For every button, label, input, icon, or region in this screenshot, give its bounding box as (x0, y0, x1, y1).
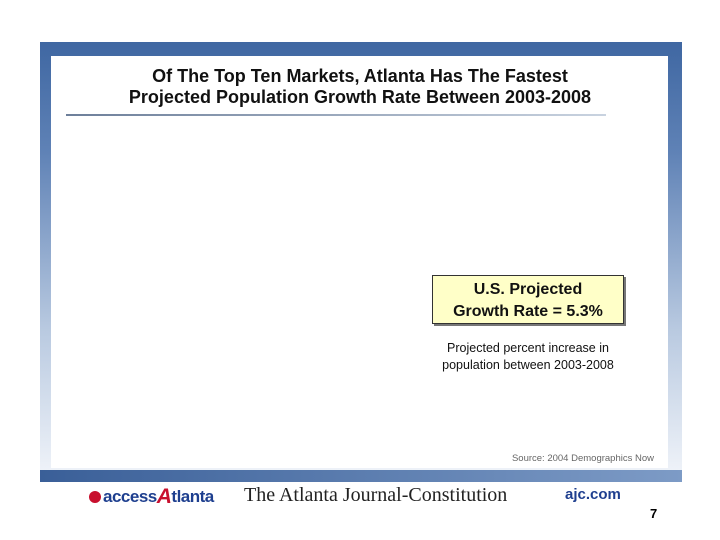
title-line-1: Of The Top Ten Markets, Atlanta Has The … (152, 66, 568, 86)
source-note: Source: 2004 Demographics Now (511, 453, 654, 464)
us-growth-callout: U.S. Projected Growth Rate = 5.3% (432, 275, 624, 324)
slide-title: Of The Top Ten Markets, Atlanta Has The … (60, 66, 660, 108)
page-number: 7 (650, 506, 658, 521)
callout-line-2: Growth Rate = 5.3% (453, 303, 603, 320)
website-logo: ajc.com (565, 486, 621, 503)
note-line-2: population between 2003-2008 (442, 358, 614, 372)
chart-note: Projected percent increase in population… (420, 340, 636, 374)
footer-bar (40, 470, 682, 482)
title-divider (66, 114, 606, 116)
access-atlanta-logo: access A tlanta (89, 485, 214, 508)
ajc-bullet-icon (89, 491, 101, 503)
callout-line-1: U.S. Projected (473, 281, 583, 298)
note-line-1: Projected percent increase in (447, 341, 609, 355)
logo-access-letter: A (156, 485, 172, 508)
logo-access-suffix: tlanta (171, 487, 214, 506)
content-panel (51, 56, 668, 468)
newspaper-logo: The Atlanta Journal-Constitution (244, 484, 508, 506)
logo-access-prefix: access (103, 487, 157, 506)
title-line-2: Projected Population Growth Rate Between… (128, 87, 592, 107)
